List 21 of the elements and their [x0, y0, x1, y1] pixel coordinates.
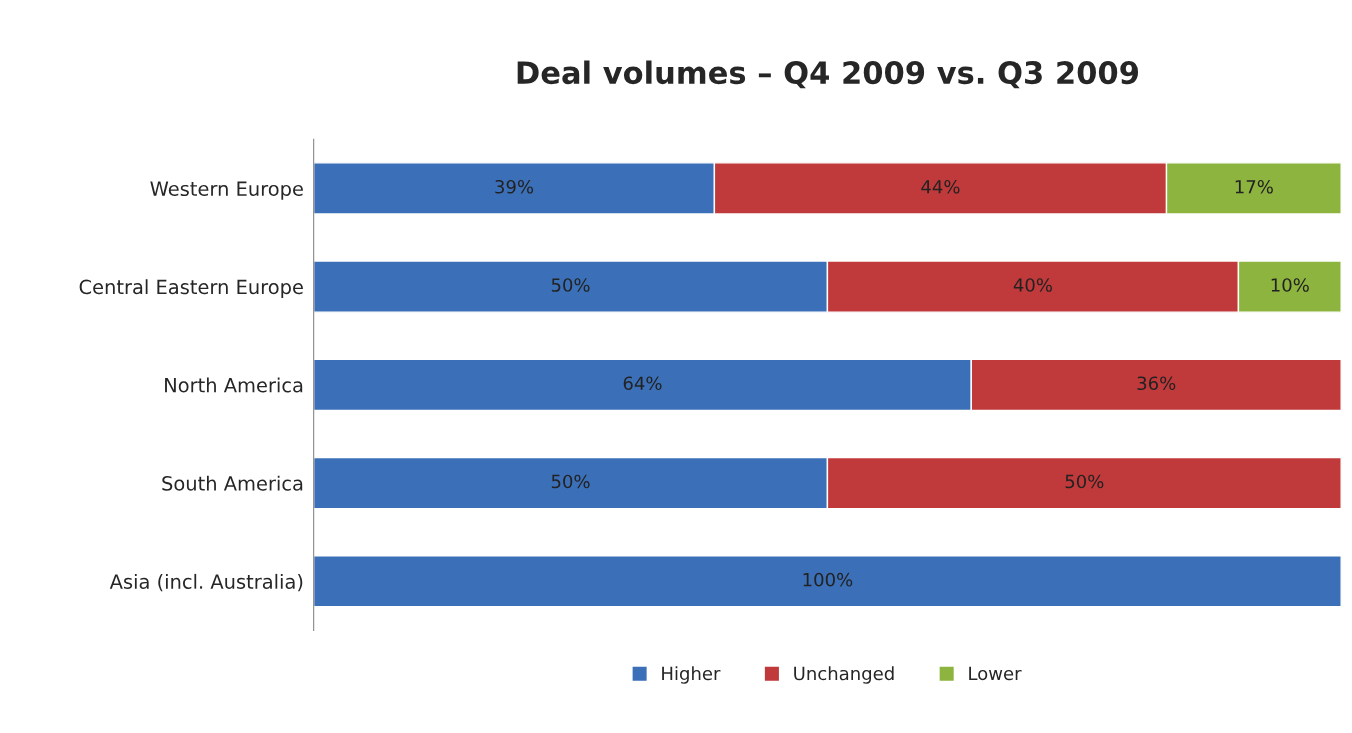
y-tick-label: Central Eastern Europe	[79, 279, 303, 299]
y-tick-label: North America	[165, 377, 303, 393]
y-tick-label: Western Europe	[150, 181, 303, 200]
data-label: 10%	[1271, 278, 1309, 292]
legend-label: Unchanged	[794, 666, 894, 684]
data-label: 50%	[1065, 474, 1104, 489]
data-label: 50%	[551, 278, 590, 292]
data-label: 44%	[921, 179, 960, 194]
bar	[313, 555, 1342, 608]
data-label: 64%	[623, 376, 662, 391]
legend-label: Higher	[662, 666, 721, 684]
y-tick-label: Asia (incl. Australia)	[109, 573, 303, 592]
data-label: 39%	[495, 179, 534, 194]
data-label: 100%	[803, 572, 853, 587]
legend-label: Lower	[969, 666, 1022, 681]
data-label: 50%	[551, 474, 590, 489]
y-tick-label: South America	[162, 475, 303, 491]
data-label: 17%	[1235, 179, 1273, 194]
chart-title: Deal volumes – Q4 2009 vs. Q3 2009	[517, 60, 1139, 89]
data-label: 40%	[1013, 278, 1052, 292]
data-label: 36%	[1137, 376, 1176, 391]
